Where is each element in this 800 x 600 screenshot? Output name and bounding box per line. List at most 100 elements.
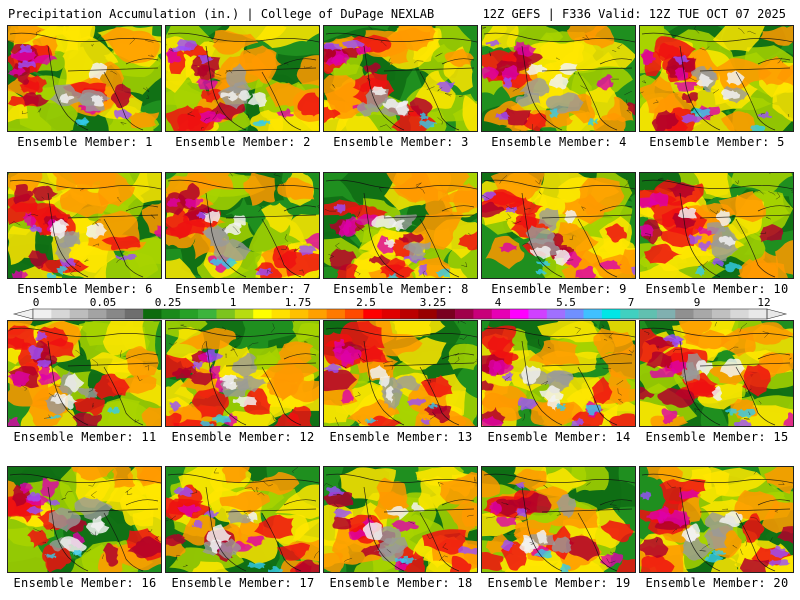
legend-swatch [289, 309, 309, 319]
precip-map [324, 467, 477, 572]
ensemble-map-20 [639, 466, 794, 573]
legend-swatch [473, 309, 493, 319]
precip-map [640, 467, 793, 572]
precip-map [482, 467, 635, 572]
color-legend: 0 0.05 0.25 1 1.75 2.5 3.25 4 5.5 7 9 12 [0, 296, 800, 320]
legend-swatch [363, 309, 382, 319]
ensemble-member-label: Ensemble Member: 7 [175, 282, 311, 296]
ensemble-member-label: Ensemble Member: 16 [13, 576, 157, 590]
ensemble-map-19 [481, 466, 636, 573]
legend-swatch [748, 309, 768, 319]
legend-swatch [106, 309, 126, 319]
legend-swatch [400, 309, 419, 319]
ensemble-member-label: Ensemble Member: 12 [171, 430, 315, 444]
precip-map [324, 26, 477, 131]
legend-tick-label: 3.25 [419, 296, 447, 309]
legend-swatch [620, 309, 639, 319]
ensemble-map-10 [639, 172, 794, 279]
legend-swatch [234, 309, 254, 319]
legend-swatch [69, 309, 89, 319]
precip-map [166, 467, 319, 572]
legend-swatch [675, 309, 694, 319]
legend-swatch [693, 309, 713, 319]
legend-swatch [381, 309, 401, 319]
legend-tick-label: 5.5 [556, 296, 576, 309]
ensemble-member-label: Ensemble Member: 9 [491, 282, 627, 296]
ensemble-member-label: Ensemble Member: 18 [329, 576, 473, 590]
ensemble-map-5 [639, 25, 794, 132]
header: Precipitation Accumulation (in.) | Colle… [0, 0, 800, 24]
legend-swatch [510, 309, 529, 319]
ensemble-map-12 [165, 320, 320, 427]
legend-tick-label: 0.25 [154, 296, 182, 309]
ensemble-map-18 [323, 466, 478, 573]
legend-swatch [216, 309, 236, 319]
legend-swatch [418, 309, 437, 319]
ensemble-member-label: Ensemble Member: 10 [645, 282, 789, 296]
legend-tick-label: 0.05 [89, 296, 117, 309]
legend-tick-label: 7 [627, 296, 635, 309]
product-title: Precipitation Accumulation (in.) | Colle… [8, 7, 435, 21]
run-info: 12Z GEFS | F336 Valid: 12Z TUE OCT 07 20… [482, 7, 786, 21]
legend-color-bar [12, 308, 788, 320]
legend-swatch [124, 309, 144, 319]
legend-swatch [583, 309, 603, 319]
ensemble-member-label: Ensemble Member: 19 [487, 576, 631, 590]
precip-map [640, 173, 793, 278]
legend-swatch [528, 309, 548, 319]
precip-map [324, 321, 477, 426]
ensemble-map-13 [323, 320, 478, 427]
ensemble-member-label: Ensemble Member: 3 [333, 135, 469, 149]
legend-swatch [51, 309, 70, 319]
ensemble-map-4 [481, 25, 636, 132]
ensemble-member-label: Ensemble Member: 11 [13, 430, 157, 444]
ensemble-member-label: Ensemble Member: 14 [487, 430, 631, 444]
ensemble-member-label: Ensemble Member: 6 [17, 282, 153, 296]
ensemble-map-7 [165, 172, 320, 279]
ensemble-member-label: Ensemble Member: 8 [333, 282, 469, 296]
legend-swatch [271, 309, 291, 319]
legend-swatch [656, 309, 676, 319]
ensemble-map-16 [7, 466, 162, 573]
legend-swatch [308, 309, 327, 319]
legend-tick-label: 2.5 [356, 296, 376, 309]
ensemble-map-3 [323, 25, 478, 132]
legend-swatch [565, 309, 584, 319]
legend-swatch [198, 309, 217, 319]
ensemble-map-2 [165, 25, 320, 132]
legend-swatch [88, 309, 107, 319]
legend-swatch [546, 309, 566, 319]
precip-map [8, 173, 161, 278]
legend-tick-labels: 0 0.05 0.25 1 1.75 2.5 3.25 4 5.5 7 9 12 [0, 296, 800, 309]
legend-tick-label: 1 [229, 296, 237, 309]
precip-map [8, 467, 161, 572]
legend-swatch [143, 309, 162, 319]
ensemble-member-label: Ensemble Member: 5 [649, 135, 785, 149]
legend-tick-label: 4 [494, 296, 502, 309]
legend-swatch [638, 309, 658, 319]
precip-map [166, 321, 319, 426]
legend-swatch [711, 309, 731, 319]
precip-map [166, 173, 319, 278]
legend-swatch [344, 309, 364, 319]
legend-swatch [33, 309, 52, 319]
ensemble-map-8 [323, 172, 478, 279]
precip-map [482, 321, 635, 426]
legend-swatch [491, 309, 511, 319]
ensemble-member-label: Ensemble Member: 20 [645, 576, 789, 590]
ensemble-member-label: Ensemble Member: 1 [17, 135, 153, 149]
ensemble-map-1 [7, 25, 162, 132]
ensemble-member-label: Ensemble Member: 17 [171, 576, 315, 590]
ensemble-map-17 [165, 466, 320, 573]
legend-swatch [179, 309, 199, 319]
precip-map [324, 173, 477, 278]
legend-tick-label: 1.75 [284, 296, 312, 309]
ensemble-member-label: Ensemble Member: 13 [329, 430, 473, 444]
legend-tick-label: 9 [693, 296, 701, 309]
legend-swatch [455, 309, 474, 319]
legend-swatch [253, 309, 272, 319]
ensemble-map-9 [481, 172, 636, 279]
legend-swatch [161, 309, 181, 319]
precip-map [482, 26, 635, 131]
precip-map [8, 26, 161, 131]
